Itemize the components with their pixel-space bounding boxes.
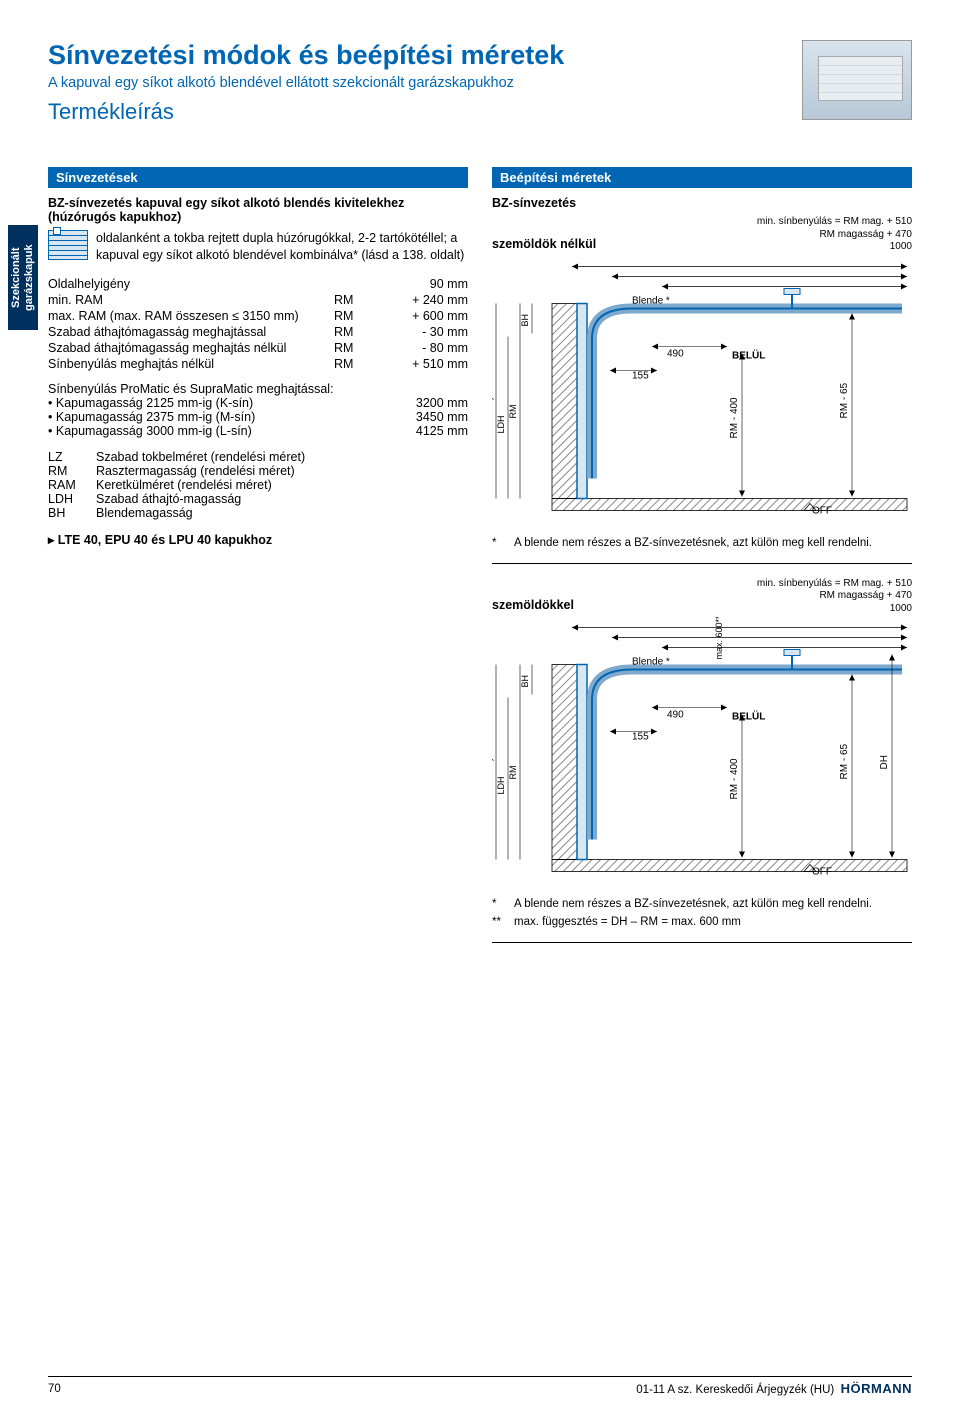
svg-text:BH: BH (520, 313, 530, 326)
product-thumbnail (802, 40, 912, 120)
svg-text:BELÜL: BELÜL (732, 710, 765, 723)
spec-table: Oldalhelyigény90 mmmin. RAMRM+ 240 mmmax… (48, 276, 468, 372)
bz-title: BZ-sínvezetés (492, 196, 912, 210)
spec-row: Szabad áthajtómagasság meghajtássalRM- 3… (48, 324, 468, 340)
svg-text:Blende *: Blende * (632, 657, 670, 668)
right-column: Beépítési méretek BZ-sínvezetés szemöldö… (492, 167, 912, 957)
spec-row: Szabad áthajtómagasság meghajtás nélkülR… (48, 340, 468, 356)
svg-text:RM: RM (508, 766, 518, 780)
diagram2: Blende * max. 600** BELÜL 490 155 RM - 4… (492, 617, 912, 892)
svg-text:RM: RM (508, 404, 518, 418)
svg-text:OFF: OFF (812, 505, 832, 516)
spring-icon (48, 230, 88, 260)
legend-row: BHBlendemagasság (48, 506, 468, 520)
bullet-row: Kapumagasság 3000 mm-ig (L-sín)4125 mm (48, 424, 468, 438)
footer-text: 01-11 A sz. Kereskedői Árjegyzék (HU) HÖ… (636, 1381, 912, 1396)
diagram1-wrap: szemöldök nélkül min. sínbenyúlás = RM m… (492, 216, 912, 549)
bullets-intro: Sínbenyúlás ProMatic és SupraMatic megha… (48, 382, 468, 396)
legend-row: RMRasztermagasság (rendelési méret) (48, 464, 468, 478)
description-row: oldalanként a tokba rejtett dupla húzóru… (48, 230, 468, 264)
diagram2-wrap: szemöldökkel min. sínbenyúlás = RM mag. … (492, 578, 912, 929)
legend: LZSzabad tokbelméret (rendelési méret)RM… (48, 450, 468, 520)
svg-text:155: 155 (632, 370, 649, 381)
diagram1: Blende * BELÜL 490 155 RM - 400 RM - 65 … (492, 256, 912, 531)
left-banner: Sínvezetések (48, 167, 468, 188)
legend-row: LDHSzabad áthajtó-magasság (48, 492, 468, 506)
svg-text:490: 490 (667, 348, 684, 359)
page-number: 70 (48, 1383, 61, 1395)
brand-logo: HÖRMANN (841, 1381, 912, 1396)
diag1-title: szemöldök nélkül (492, 237, 596, 252)
diag2-note-b: ** max. függesztés = DH – RM = max. 600 … (492, 916, 912, 928)
svg-text:RM - 400: RM - 400 (729, 396, 740, 438)
page: Szekcionált garázskapuk Sínvezetési módo… (0, 0, 960, 1416)
left-subhead: BZ-sínvezetés kapuval egy síkot alkotó b… (48, 196, 468, 224)
svg-text:OFF: OFF (812, 867, 832, 878)
legend-row: LZSzabad tokbelméret (rendelési méret) (48, 450, 468, 464)
spec-row: min. RAMRM+ 240 mm (48, 292, 468, 308)
diagram-svg: Blende * BELÜL 490 155 RM - 400 RM - 65 … (492, 256, 912, 531)
diag2-note-a: * A blende nem részes a BZ-sínvezetésnek… (492, 898, 912, 910)
svg-text:LDH: LDH (496, 415, 506, 433)
legend-row: RAMKeretkülméret (rendelési méret) (48, 478, 468, 492)
left-column: Sínvezetések BZ-sínvezetés kapuval egy s… (48, 167, 468, 957)
diag2-title: szemöldökkel (492, 598, 574, 613)
svg-text:DH: DH (879, 755, 890, 769)
svg-text:BH: BH (520, 675, 530, 688)
spec-row: max. RAM (max. RAM összesen ≤ 3150 mm)RM… (48, 308, 468, 324)
diagram-svg: Blende * max. 600** BELÜL 490 155 RM - 4… (492, 617, 912, 892)
separator1 (492, 563, 912, 564)
right-banner: Beépítési méretek (492, 167, 912, 188)
page-subtitle: A kapuval egy síkot alkotó blendével ell… (48, 75, 564, 91)
svg-text:Blende *: Blende * (632, 295, 670, 306)
spec-row: Oldalhelyigény90 mm (48, 276, 468, 292)
svg-text:min. szabad falnyílásméret = R: min. szabad falnyílásméret = RAM = rende… (492, 632, 494, 819)
diag1-top-labels: min. sínbenyúlás = RM mag. + 510 RM maga… (757, 216, 912, 254)
separator2 (492, 942, 912, 943)
left-description: oldalanként a tokba rejtett dupla húzóru… (96, 230, 468, 264)
svg-text:LDH: LDH (496, 776, 506, 794)
svg-text:RM - 65: RM - 65 (839, 744, 850, 780)
bullet-row: Kapumagasság 2375 mm-ig (M-sín)3450 mm (48, 410, 468, 424)
footer: 70 01-11 A sz. Kereskedői Árjegyzék (HU)… (48, 1376, 912, 1396)
svg-text:490: 490 (667, 710, 684, 721)
title-row: Sínvezetési módok és beépítési méretek A… (48, 40, 912, 125)
svg-text:RM - 400: RM - 400 (729, 758, 740, 800)
sidebar-tab: Szekcionált garázskapuk (8, 225, 38, 330)
spec-row: Sínbenyúlás meghajtás nélkülRM+ 510 mm (48, 356, 468, 372)
diag1-note: * A blende nem részes a BZ-sínvezetésnek… (492, 537, 912, 549)
bullet-row: Kapumagasság 2125 mm-ig (K-sín)3200 mm (48, 396, 468, 410)
bullets-block: Sínbenyúlás ProMatic és SupraMatic megha… (48, 382, 468, 438)
page-section: Termékleírás (48, 99, 564, 125)
svg-text:BELÜL: BELÜL (732, 348, 765, 361)
content-columns: Sínvezetések BZ-sínvezetés kapuval egy s… (48, 167, 912, 957)
svg-text:min. szabad falnyílásméret = R: min. szabad falnyílásméret = RAM = rende… (492, 271, 494, 458)
svg-text:RM - 65: RM - 65 (839, 382, 850, 418)
svg-text:155: 155 (632, 732, 649, 743)
title-block: Sínvezetési módok és beépítési méretek A… (48, 40, 564, 125)
page-title: Sínvezetési módok és beépítési méretek (48, 40, 564, 71)
diag2-top-labels: min. sínbenyúlás = RM mag. + 510 RM maga… (757, 578, 912, 616)
svg-text:max. 600**: max. 600** (714, 617, 724, 660)
arrow-line: LTE 40, EPU 40 és LPU 40 kapukhoz (48, 532, 468, 547)
